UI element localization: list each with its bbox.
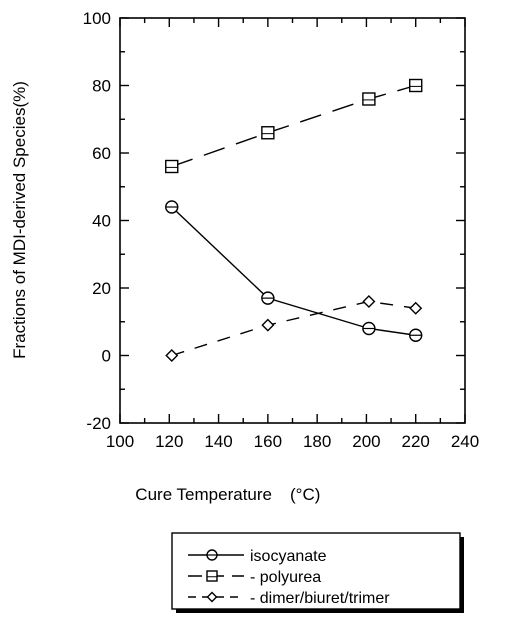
y-tick-label: 60 (92, 144, 111, 163)
x-tick-label: 220 (402, 432, 430, 451)
legend-label: - dimer/biuret/trimer (250, 590, 390, 607)
data-point-dimer-biuret-trimer (261, 318, 275, 332)
marker-square (362, 92, 376, 106)
data-point-polyurea (165, 159, 179, 174)
x-tick-label: 200 (352, 432, 380, 451)
x-axis-title-unit: (°C) (290, 485, 320, 504)
legend-marker (206, 570, 218, 582)
data-point-isocyanate (165, 200, 179, 214)
x-tick-label: 140 (204, 432, 232, 451)
data-point-isocyanate (261, 291, 275, 305)
data-point-polyurea (409, 78, 423, 93)
data-point-isocyanate (362, 321, 376, 336)
legend-marker (206, 591, 218, 603)
data-point-dimer-biuret-trimer (362, 295, 376, 308)
marker-square (409, 78, 423, 93)
series-line-isocyanate (171, 206, 416, 336)
legend-item-isocyanate: isocyanate (188, 548, 327, 565)
axis-ticks (119, 17, 466, 424)
y-tick-label: 0 (102, 347, 111, 366)
series-line-polyurea (171, 84, 416, 168)
marker-square (261, 126, 275, 140)
y-tick-label: 40 (92, 212, 111, 231)
legend-label: - polyurea (250, 569, 321, 586)
y-tick-label: 80 (92, 77, 111, 96)
series-lines (171, 84, 416, 357)
data-point-polyurea (261, 126, 275, 140)
legend-item-polyurea: - polyurea (188, 569, 321, 586)
y-axis-title: Fractions of MDI-derived Species(%) (10, 81, 29, 359)
y-tick-label: 20 (92, 279, 111, 298)
marker-square (165, 159, 179, 174)
series-markers (165, 78, 423, 362)
data-point-isocyanate (409, 328, 423, 342)
marker-diamond (362, 295, 376, 308)
marker-diamond (409, 301, 423, 315)
series-line-dimer-biuret-trimer (171, 300, 416, 357)
legend: isocyanate - polyurea - dimer/biuret/trime… (171, 532, 464, 613)
x-tick-label: 100 (106, 432, 134, 451)
x-tick-label: 180 (303, 432, 331, 451)
x-tick-label: 240 (451, 432, 479, 451)
tick-labels: 100 120 140 160 180 200 220 240 -20 0 20 40 60 80 100 (83, 9, 480, 451)
marker-diamond (261, 318, 275, 332)
legend-label: isocyanate (250, 548, 327, 565)
x-tick-label: 120 (155, 432, 183, 451)
y-tick-label: -20 (86, 414, 111, 433)
legend-item-dimer-biuret-trimer: - dimer/biuret/trimer (188, 590, 390, 607)
data-point-polyurea (362, 92, 376, 106)
plot-frame (119, 17, 466, 424)
y-tick-label: 100 (83, 9, 111, 28)
x-axis-title-text: Cure Temperature (135, 485, 272, 504)
plot-area: 100 120 140 160 180 200 220 240 -20 0 20 40 60 80 100 (83, 9, 480, 451)
marker-diamond (165, 349, 179, 362)
x-axis-title: Cure Temperature (°C) (135, 485, 320, 504)
data-point-dimer-biuret-trimer (409, 301, 423, 315)
data-point-dimer-biuret-trimer (165, 349, 179, 362)
x-tick-label: 160 (254, 432, 282, 451)
